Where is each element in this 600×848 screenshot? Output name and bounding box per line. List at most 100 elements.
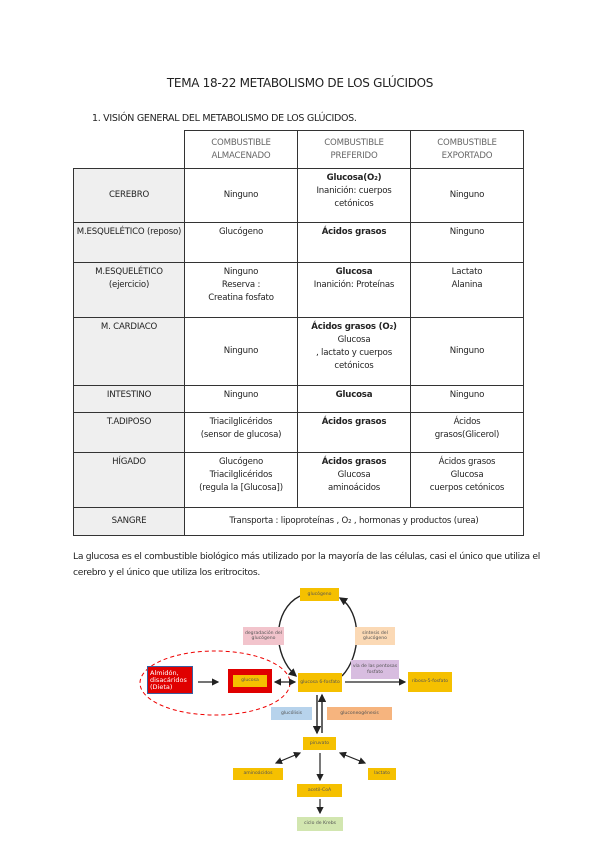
cell-line: Glucógeno <box>218 457 264 467</box>
cell-line: grasos(Glicerol) <box>434 430 500 440</box>
stored-cell: Glucógeno Triacilglicéridos (regula la [Gl… <box>184 452 298 508</box>
organ-cell: HÍGADO <box>73 452 185 508</box>
degradation-box: degradación del glucógeno <box>243 627 284 645</box>
preferred-cell: Glucosa <box>297 385 411 413</box>
table-row: CEREBRO Ninguno Glucosa(O₂) Inanición: cuer… <box>73 168 524 223</box>
preferred-cell: Ácidos grasos <box>297 222 411 263</box>
organ-label: M. CARDIACO <box>100 322 158 332</box>
arrow-lactate <box>338 751 367 765</box>
cell-line: (regula la [Glucosa]) <box>199 483 283 493</box>
pentose-box: vía de las pentosas fosfato <box>351 660 399 679</box>
organ-cell: M.ESQUELÉTICO (reposo) <box>73 222 185 263</box>
glycogen-box: glucógeno <box>300 588 339 601</box>
stored-cell: Ninguno Reserva : Creatina fosfato <box>184 262 298 318</box>
table-header-row: COMBUSTIBLE ALMACENADO COMBUSTIBLE PREFE… <box>74 130 524 169</box>
column-header: COMBUSTIBLE PREFERIDO <box>297 130 411 169</box>
cell-line: Ninguno <box>223 190 259 200</box>
cell-line: , lactato y cuerpos cetónicos <box>315 348 393 371</box>
exported-cell: Ácidos grasos(Glicerol) <box>410 412 524 453</box>
organ-label: M.ESQUELÉTICO (ejercicio) <box>95 267 163 290</box>
table-row: SANGRE Transporta : lipoproteínas , O₂ ,… <box>73 507 524 536</box>
page-title: TEMA 18-22 METABOLISMO DE LOS GLÚCIDOS <box>166 76 434 90</box>
preferred-cell: Glucosa Inanición: Proteínas <box>297 262 411 318</box>
arrow-amino <box>274 751 302 765</box>
organ-label: INTESTINO <box>106 390 152 400</box>
organ-cell: M. CARDIACO <box>73 317 185 386</box>
blood-cell: Transporta : lipoproteínas , O₂ , hormon… <box>184 507 524 536</box>
section-heading: 1. VISIÓN GENERAL DEL METABOLISMO DE LOS… <box>92 113 357 124</box>
preferred-main: Ácidos grasos (O₂) <box>311 322 397 332</box>
synthesis-box: síntesis del glucógeno <box>355 627 395 645</box>
cell-line: Inanición: Proteínas <box>313 280 395 290</box>
preferred-cell: Ácidos grasos Glucosa aminoácidos <box>297 452 411 508</box>
cell-line: Ninguno <box>223 267 259 277</box>
preferred-main: Ácidos grasos <box>321 457 387 467</box>
preferred-main: Glucosa <box>335 390 373 400</box>
organ-label: CEREBRO <box>108 190 150 200</box>
cell-line: Glucosa <box>450 470 484 480</box>
preferred-main: Ácidos grasos <box>321 417 387 427</box>
exported-cell: Ninguno <box>410 222 524 263</box>
table-row: M.ESQUELÉTICO (ejercicio) Ninguno Reserva … <box>73 262 524 318</box>
diet-box: Almidón, disacáridos (Dieta) <box>147 666 193 694</box>
body-paragraph: La glucosa es el combustible biológico m… <box>73 551 541 578</box>
cell-line: Ninguno <box>223 346 259 356</box>
cell-line: Glucosa <box>337 470 371 480</box>
table-row: HÍGADO Glucógeno Triacilglicéridos (regula … <box>73 452 524 508</box>
stored-cell: Triacilglicéridos (sensor de glucosa) <box>184 412 298 453</box>
cell-line: Ninguno <box>449 390 485 400</box>
column-header: COMBUSTIBLE ALMACENADO <box>184 130 298 169</box>
g6p-box: glucosa 6-fosfato <box>298 673 342 692</box>
table-row: M.ESQUELÉTICO (reposo) Glucógeno Ácidos gr… <box>73 222 524 263</box>
cell-line: Ácidos grasos <box>438 457 496 467</box>
table-row: INTESTINO Ninguno Glucosa Ninguno <box>73 385 524 413</box>
glycolysis-box: glucólisis <box>271 707 312 720</box>
stored-cell: Ninguno <box>184 168 298 223</box>
preferred-cell: Ácidos grasos (O₂) Glucosa , lactato y cue… <box>297 317 411 386</box>
glucose-box: glucosa <box>233 675 267 687</box>
cell-line: Ninguno <box>223 390 259 400</box>
cell-line: Lactato <box>451 267 483 277</box>
exported-cell: Ácidos grasos Glucosa cuerpos cetónicos <box>410 452 524 508</box>
stored-cell: Ninguno <box>184 385 298 413</box>
cell-line: cuerpos cetónicos <box>429 483 505 493</box>
cell-line: Glucosa <box>337 335 371 345</box>
cell-line: (sensor de glucosa) <box>200 430 282 440</box>
table-row: T.ADIPOSO Triacilglicéridos (sensor de glu… <box>73 412 524 453</box>
organ-label: HÍGADO <box>112 457 146 467</box>
cell-line: Creatina fosfato <box>208 293 274 303</box>
cell-line: aminoácidos <box>327 483 381 493</box>
organ-label: M.ESQUELÉTICO (reposo) <box>76 227 182 237</box>
cell-line: Inanición: cuerpos cetónicos <box>316 186 392 209</box>
cell-line: Triacilglicéridos <box>209 470 273 480</box>
organ-label: T.ADIPOSO <box>106 417 152 427</box>
exported-cell: Ninguno <box>410 168 524 223</box>
organ-cell: M.ESQUELÉTICO (ejercicio) <box>73 262 185 318</box>
preferred-main: Glucosa(O₂) <box>326 173 382 183</box>
stored-cell: Ninguno <box>184 317 298 386</box>
preferred-main: Glucosa <box>335 267 373 277</box>
cell-line: Ninguno <box>449 190 485 200</box>
preferred-main: Ácidos grasos <box>321 227 387 237</box>
organ-cell: CEREBRO <box>73 168 185 223</box>
organ-cell: SANGRE <box>73 507 185 536</box>
pyruvate-box: piruvato <box>303 737 336 750</box>
cell-line: Alanina <box>451 280 483 290</box>
cell-line: Ninguno <box>449 346 485 356</box>
cell-line: Ninguno <box>449 227 485 237</box>
lactate-box: lactato <box>368 768 396 780</box>
cell-line: Triacilglicéridos <box>209 417 273 427</box>
cell-line: Glucógeno <box>218 227 264 237</box>
cell-line: Reserva : <box>221 280 261 290</box>
exported-cell: Lactato Alanina <box>410 262 524 318</box>
krebs-box: ciclo de Krebs <box>297 817 343 831</box>
gluconeogenesis-box: gluconeogénesis <box>327 707 392 720</box>
organ-cell: INTESTINO <box>73 385 185 413</box>
acetyl-coa-box: acetil-CoA <box>297 784 342 797</box>
fuel-table: COMBUSTIBLE ALMACENADO COMBUSTIBLE PREFE… <box>73 130 524 536</box>
cell-line: Ácidos <box>453 417 481 427</box>
amino-box: aminoácidos <box>233 768 283 780</box>
ribose-box: ribosa-5-fosfato <box>408 672 452 692</box>
